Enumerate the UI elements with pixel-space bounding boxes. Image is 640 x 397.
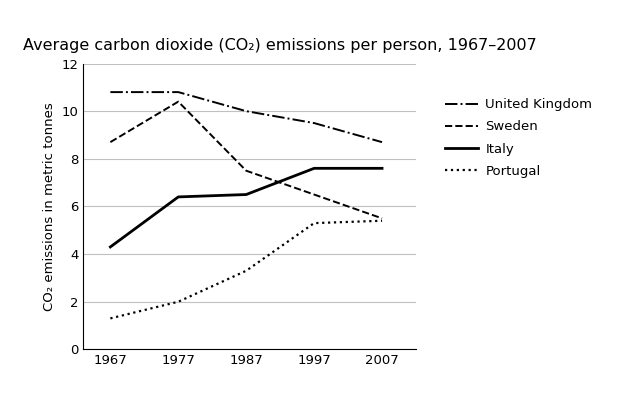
Sweden — [310, 192, 318, 197]
Portugal — [310, 221, 318, 225]
Text: Average carbon dioxide (CO₂) emissions per person, 1967–2007: Average carbon dioxide (CO₂) emissions p… — [23, 38, 537, 53]
Line: Portugal: Portugal — [110, 221, 382, 318]
Italy — [378, 166, 386, 171]
United Kingdom — [243, 109, 250, 114]
Portugal — [378, 218, 386, 223]
United Kingdom — [310, 121, 318, 125]
Italy — [243, 192, 250, 197]
Y-axis label: CO₂ emissions in metric tonnes: CO₂ emissions in metric tonnes — [43, 102, 56, 311]
Portugal — [243, 268, 250, 273]
United Kingdom — [378, 140, 386, 145]
Italy — [106, 245, 114, 249]
Portugal — [106, 316, 114, 321]
Line: Sweden: Sweden — [110, 102, 382, 218]
Portugal — [175, 299, 182, 304]
Line: United Kingdom: United Kingdom — [110, 92, 382, 142]
Sweden — [175, 99, 182, 104]
United Kingdom — [106, 90, 114, 94]
Line: Italy: Italy — [110, 168, 382, 247]
Legend: United Kingdom, Sweden, Italy, Portugal: United Kingdom, Sweden, Italy, Portugal — [439, 93, 598, 183]
Sweden — [106, 140, 114, 145]
Sweden — [378, 216, 386, 221]
United Kingdom — [175, 90, 182, 94]
Sweden — [243, 168, 250, 173]
Italy — [310, 166, 318, 171]
Italy — [175, 195, 182, 199]
